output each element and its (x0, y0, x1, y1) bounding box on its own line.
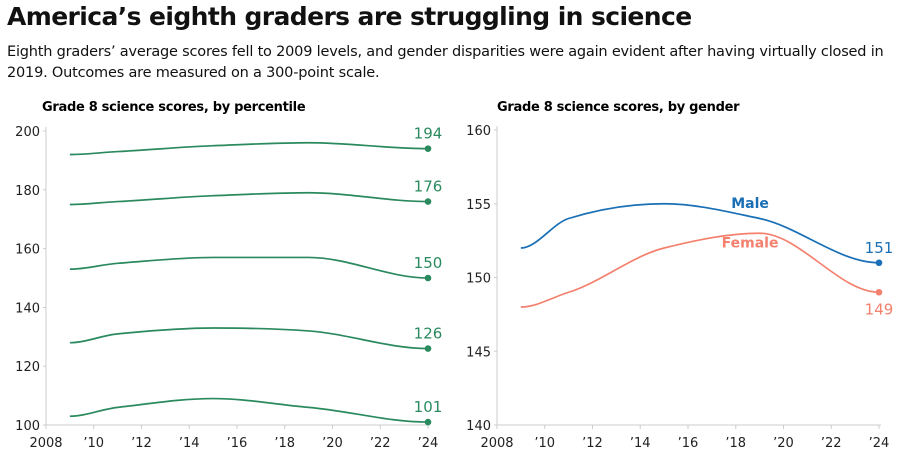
x-tick-label: ’12 (582, 436, 603, 451)
end-value-label: 176 (414, 178, 443, 196)
x-tick-label: ’22 (821, 436, 842, 451)
series-line (69, 141, 429, 156)
y-tick-label: 120 (15, 360, 40, 375)
series-label-male: Male (731, 196, 769, 212)
x-tick-label: 2008 (29, 436, 62, 451)
end-point (424, 145, 432, 152)
x-tick-label: ’14 (630, 436, 651, 451)
x-tick-label: ’16 (678, 436, 699, 451)
x-tick-label: ’16 (227, 436, 248, 451)
end-point (875, 288, 883, 296)
y-tick-label: 160 (466, 124, 491, 139)
series-line (69, 191, 429, 206)
series-label-female: Female (722, 236, 779, 252)
x-tick-label: ’24 (418, 436, 439, 451)
page-subtitle: Eighth graders’ average scores fell to 2… (7, 44, 884, 81)
series-line (69, 327, 429, 350)
series-line (69, 256, 429, 279)
x-tick-label: ’14 (179, 436, 200, 451)
end-point (424, 418, 432, 426)
x-tick-label: ’18 (725, 436, 746, 451)
series-line-female (520, 232, 880, 308)
y-tick-label: 100 (15, 419, 40, 434)
y-tick-label: 150 (466, 272, 491, 287)
y-tick-label: 140 (15, 301, 40, 316)
x-tick-label: ’20 (322, 436, 343, 451)
x-tick-label: ’18 (274, 436, 295, 451)
end-value-label: 101 (414, 398, 443, 416)
x-tick-label: ’20 (773, 436, 794, 451)
y-tick-label: 145 (466, 345, 491, 360)
y-tick-label: 200 (15, 125, 40, 140)
series-line-male (520, 202, 880, 264)
end-point (424, 198, 432, 205)
y-tick-label: 180 (15, 184, 40, 199)
end-value-label: 194 (414, 125, 443, 143)
y-tick-label: 155 (466, 198, 491, 213)
y-tick-label: 160 (15, 243, 40, 258)
x-tick-label: ’24 (869, 436, 890, 451)
end-value-label: 151 (865, 239, 894, 257)
page-title: America’s eighth graders are struggling … (7, 2, 692, 31)
x-tick-label: 2008 (480, 436, 513, 451)
end-point (424, 274, 432, 282)
x-tick-label: ’10 (83, 436, 104, 451)
end-value-label: 126 (414, 325, 443, 343)
x-tick-label: ’22 (370, 436, 391, 451)
end-value-label: 149 (865, 300, 894, 318)
end-point (875, 259, 883, 267)
chart-title-gender: Grade 8 science scores, by gender (497, 100, 740, 115)
x-tick-label: ’12 (131, 436, 152, 451)
end-value-label: 150 (414, 254, 443, 272)
y-tick-label: 140 (466, 419, 491, 434)
end-point (424, 345, 432, 352)
series-line (69, 397, 429, 423)
chart-title-percentile: Grade 8 science scores, by percentile (42, 100, 306, 115)
x-tick-label: ’10 (534, 436, 555, 451)
